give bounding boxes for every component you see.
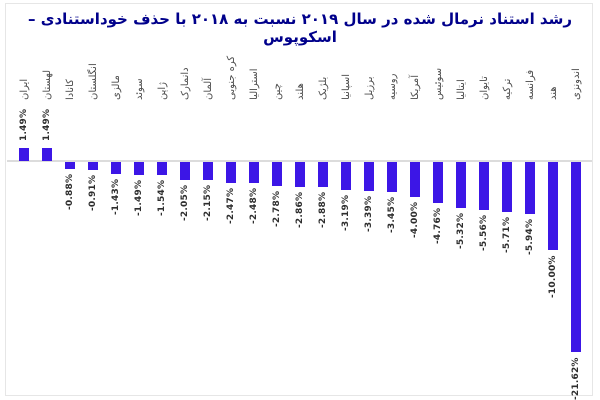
bar [364,161,374,192]
value-label: -3.19% [340,194,351,231]
value-label: -5.32% [455,213,466,250]
bar [88,161,98,170]
bar [341,161,351,190]
value-label: -5.56% [478,215,489,252]
category-label: ترکیه [501,78,513,100]
value-label: -4.76% [432,208,443,245]
bar [180,161,190,180]
value-label: -1.43% [110,178,121,216]
category-label: کانادا [64,79,76,100]
chart-title: رشد استناد نرمال شده در سال ۲۰۱۹ نسبت به… [28,10,572,46]
category-label: کره جنوبی [225,55,237,100]
zero-axis-line [7,160,592,162]
bar [502,161,512,212]
value-label: -21.62% [570,357,581,400]
category-label: آمریکا [409,74,421,100]
value-label: -5.94% [524,218,535,255]
bar [387,161,397,192]
bar [318,161,328,187]
category-label: فرانسه [524,69,536,100]
category-label: ایران [18,78,30,100]
bar [203,161,213,181]
value-label: -0.91% [87,174,98,211]
value-label: -5.71% [501,216,512,253]
category-label: لهستان [41,70,53,100]
value-label: -10.00% [547,254,558,298]
category-label: سوئیس [432,67,444,100]
value-label: -2.88% [317,191,328,228]
bar [157,161,167,176]
bar [548,161,558,250]
category-label: بلژیک [317,76,329,100]
value-label: -2.48% [248,188,259,225]
category-label: اندونزی [570,68,582,100]
value-label: -3.45% [386,196,397,233]
category-label: استرالیا [248,68,260,100]
bar [410,161,420,197]
category-label: هلند [294,83,306,100]
value-label: 1.49% [18,109,29,142]
category-label: مالزی [110,75,122,100]
value-label: -2.05% [179,184,190,221]
bar [226,161,236,184]
bar [525,161,535,214]
bar [19,148,29,162]
value-label: -2.78% [271,190,282,227]
value-label: -0.88% [64,174,75,211]
category-label: چین [271,83,283,100]
category-label: انگلستان [87,63,99,100]
value-label: -2.86% [294,191,305,228]
value-label: -1.49% [133,179,144,216]
bar [134,161,144,175]
category-label: هند [547,86,559,100]
category-label: دانمارک [179,67,191,100]
bar [571,161,581,352]
category-label: ایتالیا [455,79,467,100]
category-label: ژاپن [156,81,168,100]
bar [272,161,282,186]
category-label: روسیه [386,73,398,100]
bar [479,161,489,211]
value-label: -2.15% [202,185,213,222]
value-label: -4.00% [409,201,420,238]
category-label: برزیل [363,76,375,101]
bar [249,161,259,184]
bar [42,148,52,162]
bar [65,161,75,170]
value-label: -3.39% [363,196,374,233]
bar [111,161,121,175]
bar [456,161,466,209]
category-label: اسپانیا [340,73,352,100]
category-label: سوئد [133,78,145,100]
category-label: آلمان [202,78,214,100]
value-label: -1.54% [156,179,167,217]
value-label: -2.47% [225,188,236,225]
bar [295,161,305,187]
value-label: 1.49% [41,109,52,142]
category-label: تایوان [478,76,490,100]
bar [433,161,443,204]
